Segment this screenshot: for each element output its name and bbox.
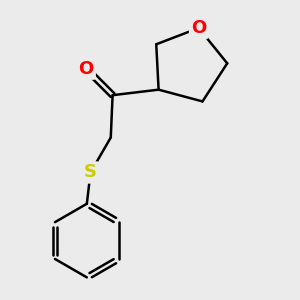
Text: O: O — [191, 19, 206, 37]
Text: S: S — [84, 164, 97, 181]
Text: O: O — [79, 60, 94, 78]
